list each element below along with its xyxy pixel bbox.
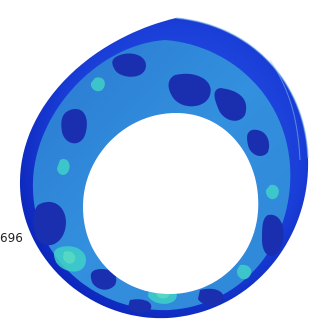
node-label: 696 [0,231,23,245]
central-opening [82,112,259,295]
